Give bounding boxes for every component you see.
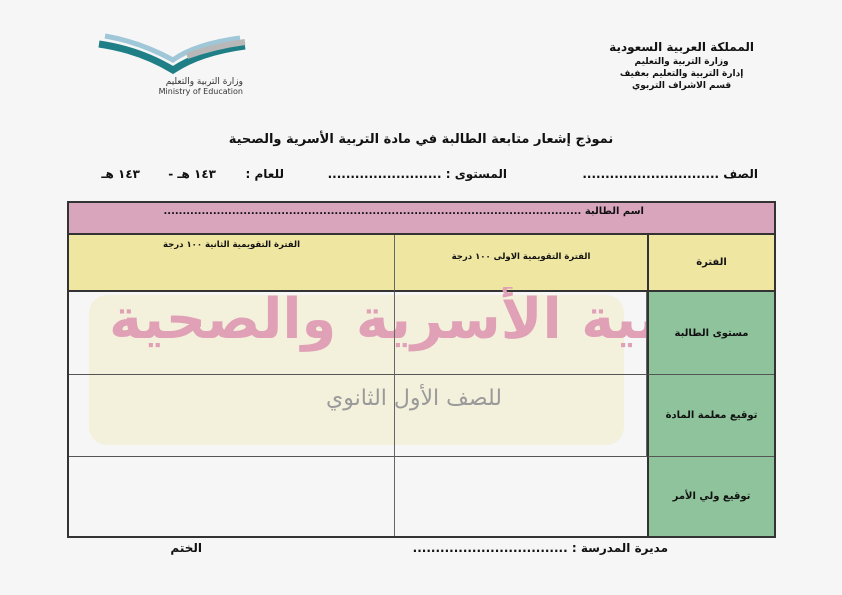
level-field: المستوى : ......................... bbox=[327, 167, 507, 181]
second-period-teacher-signature[interactable] bbox=[69, 375, 395, 457]
stamp-label: الختم bbox=[170, 541, 202, 555]
student-name-row: اسم الطالبة ............................… bbox=[69, 203, 774, 235]
header-first-period: الفترة التقويمية الاولى ١٠٠ درجة bbox=[395, 235, 647, 292]
logo-text-ar: وزارة التربية والتعليم bbox=[166, 77, 243, 87]
row-label-student-level: مستوى الطالبة bbox=[647, 292, 774, 375]
row-label-teacher-signature: توقيع معلمة المادة bbox=[647, 375, 774, 457]
follow-up-table: اسم الطالبة ............................… bbox=[67, 201, 776, 538]
first-period-guardian-signature[interactable] bbox=[395, 457, 647, 536]
second-period-guardian-signature[interactable] bbox=[69, 457, 395, 536]
year-to: ١٤٣ هـ bbox=[101, 167, 140, 181]
watermark-background bbox=[89, 295, 624, 445]
header-period: الفترة bbox=[647, 235, 774, 292]
principal-signature: مديرة المدرسة : ........................… bbox=[412, 541, 668, 555]
logo-text-en: Ministry of Education bbox=[159, 87, 243, 96]
org-line: وزارة التربية والتعليم bbox=[634, 57, 729, 67]
book-logo-icon: وزارة التربية والتعليم Ministry of Educa… bbox=[98, 33, 246, 96]
org-line: المملكة العربية السعودية bbox=[609, 40, 754, 54]
watermark-subject: بية الأسرية والصحية bbox=[108, 287, 659, 352]
first-period-teacher-signature[interactable] bbox=[395, 375, 647, 457]
ministry-logo: وزارة التربية والتعليم Ministry of Educa… bbox=[95, 32, 250, 97]
org-line: إدارة التربية والتعليم بعفيف bbox=[619, 69, 744, 79]
row-label-guardian-signature: توقيع ولي الأمر bbox=[647, 457, 774, 536]
form-title: نموذج إشعار متابعة الطالبة في مادة الترب… bbox=[228, 132, 614, 147]
org-line: قسم الاشراف التربوي bbox=[632, 81, 732, 91]
first-period-level[interactable] bbox=[395, 292, 647, 375]
organization-header: المملكة العربية السعودية وزارة التربية و… bbox=[609, 40, 754, 92]
header-second-period: الفترة التقويمية الثانية ١٠٠ درجة bbox=[69, 235, 395, 292]
second-period-level[interactable] bbox=[69, 292, 395, 375]
year-label: للعام : bbox=[245, 167, 284, 181]
watermark-grade: للصف الأول الثانوي bbox=[326, 386, 502, 411]
year-from: ١٤٣ هـ - bbox=[168, 167, 216, 181]
class-field: الصف .............................. bbox=[582, 167, 758, 181]
